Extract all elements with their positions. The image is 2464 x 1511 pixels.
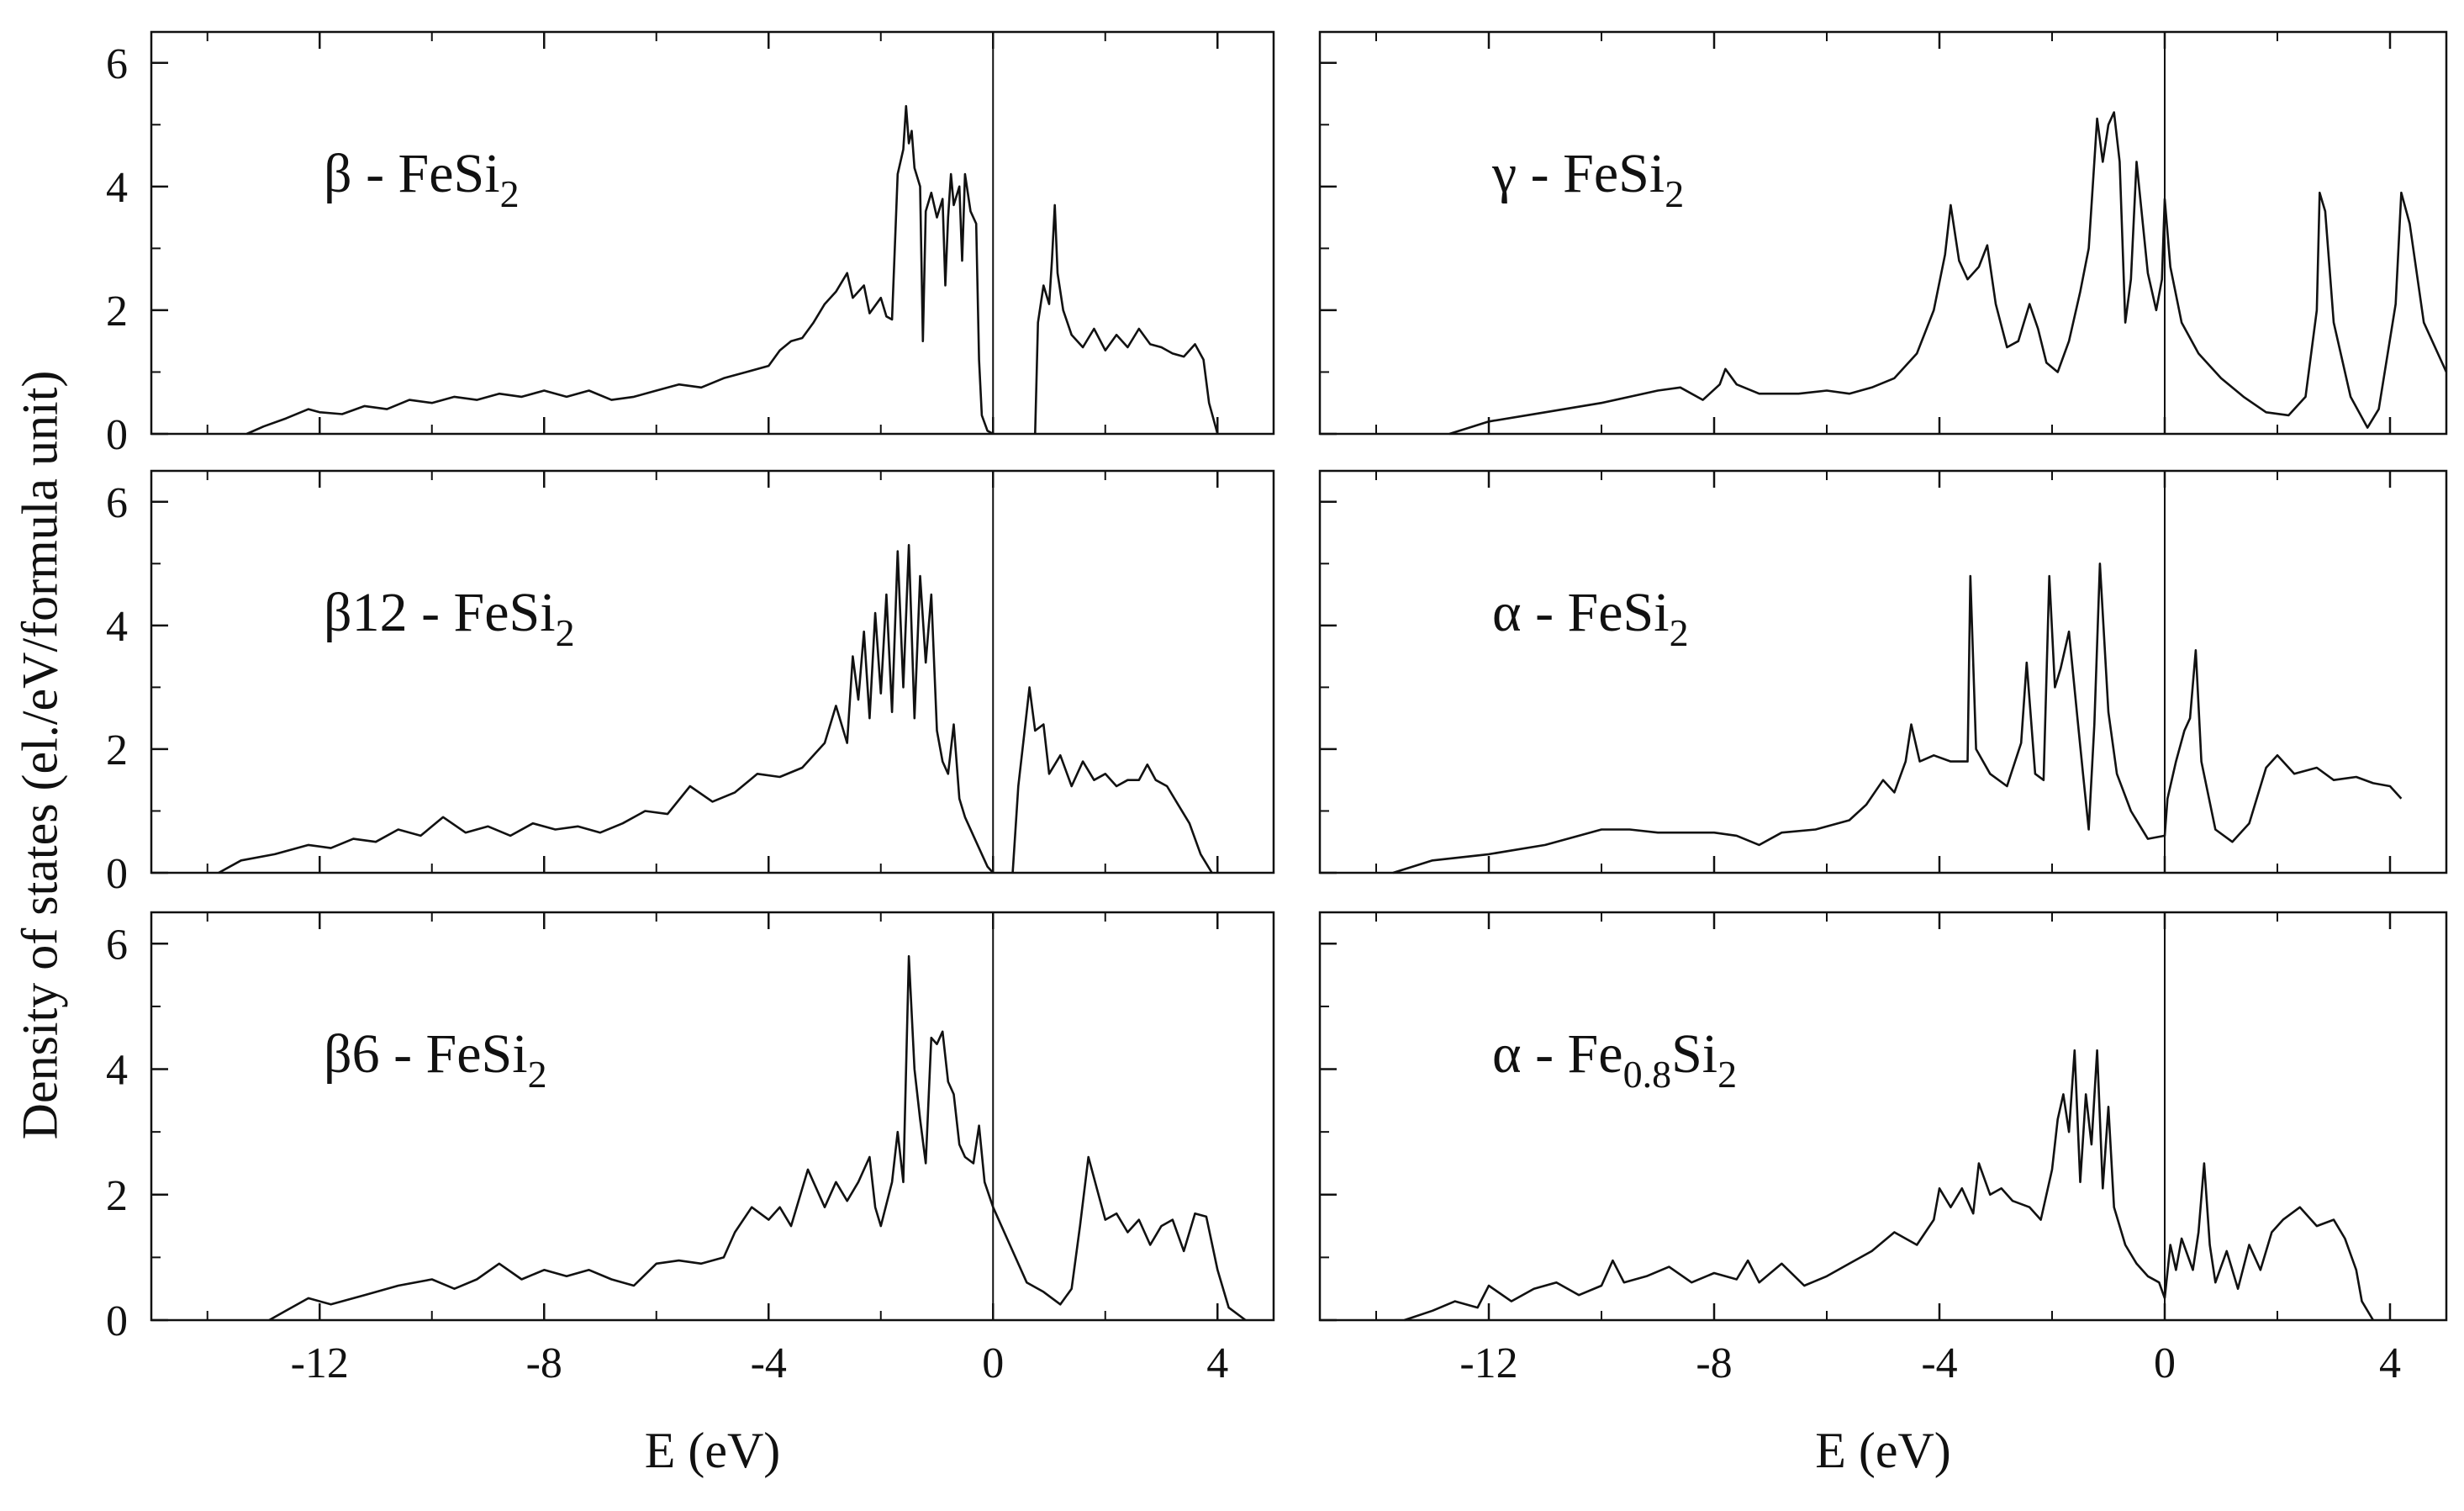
y-tick-label: 2 bbox=[106, 1172, 128, 1220]
panel-label-text: β - FeSi bbox=[324, 143, 500, 204]
panel-label-text: β12 - FeSi bbox=[324, 582, 556, 643]
panel-label-text: α - FeSi bbox=[1492, 582, 1670, 643]
dos-curve bbox=[1392, 563, 2403, 874]
panel-label: α - Fe0.8Si2 bbox=[1492, 1023, 1737, 1096]
panel-label-subscript: 2 bbox=[1717, 1053, 1737, 1096]
y-tick-label: 4 bbox=[106, 1047, 128, 1095]
panel-label-text: Si bbox=[1671, 1023, 1717, 1085]
x-tick-label: 4 bbox=[1206, 1339, 1228, 1387]
x-tick-label: 0 bbox=[2154, 1339, 2176, 1387]
dos-curve bbox=[245, 104, 994, 436]
panel-label: β - FeSi2 bbox=[324, 143, 520, 215]
x-tick-label: 4 bbox=[2379, 1339, 2401, 1387]
panel-label-subscript: 2 bbox=[1670, 611, 1689, 654]
panel-frame bbox=[150, 911, 1275, 1322]
dos-curve bbox=[1404, 1049, 2375, 1322]
panel-4: α - FeSi2 bbox=[1318, 469, 2448, 874]
panel-label: α - FeSi2 bbox=[1492, 582, 1689, 654]
dos-curve bbox=[218, 543, 995, 874]
x-axis-label: E (eV) bbox=[1815, 1423, 1951, 1478]
panel-label-subscript: 2 bbox=[556, 611, 575, 654]
dos-curve bbox=[1011, 686, 1213, 874]
panel-frame bbox=[1318, 30, 2448, 436]
panel-frame bbox=[1318, 469, 2448, 874]
x-tick-label: 0 bbox=[982, 1339, 1004, 1387]
y-tick-label: 0 bbox=[106, 1297, 128, 1345]
y-axis-label: Density of states (el./eV/formula unit) bbox=[12, 370, 68, 1140]
panel-6: -12 -8 -4 0 4 α - Fe0.8Si2 E (eV) bbox=[1318, 911, 2448, 1478]
dos-curve bbox=[268, 954, 1247, 1322]
panel-label-text: α - Fe bbox=[1492, 1023, 1623, 1085]
y-tick-label: 4 bbox=[106, 603, 128, 651]
y-tick-label: 4 bbox=[106, 164, 128, 212]
panel-label-subscript: 2 bbox=[1665, 172, 1684, 215]
panel-frame bbox=[1318, 911, 2448, 1322]
dos-curve bbox=[1034, 203, 1219, 435]
y-tick-label: 2 bbox=[106, 288, 128, 335]
panel-label: γ - FeSi2 bbox=[1491, 143, 1684, 215]
x-tick-label: -8 bbox=[526, 1339, 562, 1387]
panel-label-subscript: 2 bbox=[500, 172, 520, 215]
x-tick-label: -12 bbox=[1459, 1339, 1517, 1387]
dos-curve bbox=[1448, 111, 2448, 436]
x-tick-label: -4 bbox=[751, 1339, 787, 1387]
panel-label-subscript: 0.8 bbox=[1623, 1053, 1672, 1096]
panel-frame bbox=[150, 30, 1275, 436]
panel-frame bbox=[150, 469, 1275, 874]
y-tick-label: 6 bbox=[106, 921, 128, 969]
panel-label: β12 - FeSi2 bbox=[324, 582, 575, 654]
panel-label-text: γ - FeSi bbox=[1491, 143, 1665, 204]
panel-2: γ - FeSi2 bbox=[1318, 30, 2448, 436]
x-tick-label: -12 bbox=[291, 1339, 349, 1387]
y-tick-label: 0 bbox=[106, 850, 128, 898]
panel-label-text: β6 - FeSi bbox=[324, 1023, 528, 1085]
y-tick-label: 0 bbox=[106, 411, 128, 459]
y-tick-label: 6 bbox=[106, 40, 128, 88]
x-tick-label: -4 bbox=[1921, 1339, 1957, 1387]
x-tick-label: -8 bbox=[1696, 1339, 1732, 1387]
panel-label: β6 - FeSi2 bbox=[324, 1023, 547, 1096]
y-tick-label: 2 bbox=[106, 726, 128, 774]
x-axis-label: E (eV) bbox=[645, 1423, 781, 1478]
panel-label-subscript: 2 bbox=[528, 1053, 547, 1096]
y-tick-label: 6 bbox=[106, 479, 128, 527]
